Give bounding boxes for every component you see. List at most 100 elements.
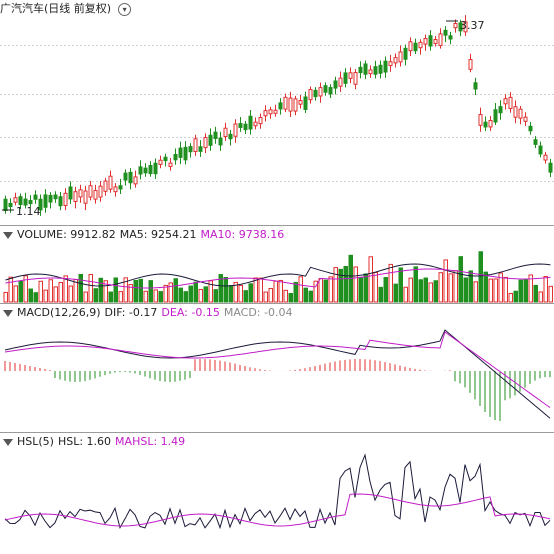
- candle-body: [98, 185, 103, 198]
- candle-body: [168, 162, 173, 167]
- volume-bar: [123, 277, 128, 303]
- candle-body: [118, 185, 123, 190]
- volume-bar: [23, 275, 28, 303]
- candle-body: [253, 121, 258, 127]
- candle-body: [488, 120, 493, 128]
- volume-panel-header: VOLUME: 9912.82 MA5: 9254.21 MA10: 9738.16: [0, 227, 288, 243]
- candle-body: [278, 102, 283, 110]
- candle-body: [468, 59, 473, 70]
- price-grid: [0, 45, 554, 182]
- volume-bar: [53, 286, 58, 303]
- candle-body: [103, 180, 108, 192]
- macd-dif: DIF: -0.17: [104, 306, 158, 319]
- volume-bar: [298, 276, 303, 303]
- volume-bar: [343, 266, 348, 303]
- collapse-icon[interactable]: [3, 438, 13, 446]
- volume-bar: [168, 282, 173, 303]
- candle-body: [343, 72, 348, 84]
- volume-bar: [293, 281, 298, 303]
- volume-bar: [263, 291, 268, 303]
- volume-bar: [428, 282, 433, 303]
- volume-bar: [368, 256, 373, 303]
- volume-bar: [138, 278, 143, 303]
- candle-body: [318, 87, 323, 97]
- candle-body: [493, 109, 498, 123]
- candle-body: [163, 156, 168, 162]
- candle-body: [63, 192, 68, 206]
- volume-bar: [393, 283, 398, 303]
- candle-body: [518, 108, 523, 119]
- chart-title: 广汽汽车(日线 前复权): [0, 2, 112, 15]
- volume-bar: [118, 291, 123, 303]
- candle-body: [328, 87, 333, 95]
- volume-bar: [358, 277, 363, 303]
- volume-bar: [158, 291, 163, 303]
- candle-body: [413, 42, 418, 52]
- volume-bar: [388, 263, 393, 303]
- candle-body: [13, 197, 18, 203]
- volume-bar: [303, 287, 308, 303]
- volume-bar: [3, 291, 8, 303]
- candle-body: [388, 61, 393, 67]
- candle-body: [313, 89, 318, 98]
- candle-body: [448, 35, 453, 40]
- volume-bar: [153, 289, 158, 303]
- volume-bar: [198, 288, 203, 303]
- volume-bar: [333, 267, 338, 303]
- macd-dif-line: [4, 329, 551, 419]
- candle-body: [178, 147, 183, 158]
- candle-body: [208, 134, 213, 146]
- volume-bar: [203, 286, 208, 303]
- candle-body: [3, 198, 8, 212]
- volume-bar: [488, 278, 493, 303]
- volume-bar: [108, 291, 113, 303]
- volume-bar: [503, 276, 508, 303]
- candle-body: [68, 186, 73, 200]
- candle-body: [543, 154, 548, 161]
- volume-bar: [113, 277, 118, 303]
- mahsl-value: MAHSL: 1.49: [115, 435, 186, 448]
- volume-bar: [183, 291, 188, 303]
- macd-panel-header: MACD(12,26,9) DIF: -0.17 DEA: -0.15 MACD: -…: [0, 305, 296, 321]
- volume-bar: [463, 277, 468, 303]
- volume-bar: [143, 290, 148, 303]
- candle-body: [398, 51, 403, 63]
- volume-bar: [13, 285, 18, 303]
- volume-ma10: MA10: 9738.16: [200, 228, 285, 241]
- volume-bar: [18, 280, 23, 303]
- dropdown-icon[interactable]: ▾: [118, 2, 132, 16]
- candle-body: [503, 98, 508, 105]
- macd-value: MACD: -0.04: [223, 306, 293, 319]
- volume-bar: [288, 293, 293, 303]
- candle-body: [298, 100, 303, 105]
- volume-bar: [483, 271, 488, 303]
- volume-bar: [278, 279, 283, 303]
- collapse-icon[interactable]: [3, 231, 13, 239]
- candle-body: [263, 110, 268, 117]
- candle-body: [48, 194, 53, 203]
- candle-body: [373, 66, 378, 75]
- candle-body: [403, 47, 408, 60]
- volume-bar: [48, 279, 53, 303]
- candle-body: [428, 35, 433, 47]
- candle-body: [258, 117, 263, 125]
- volume-bar: [543, 276, 548, 303]
- volume-bar: [398, 267, 403, 303]
- volume-bar: [473, 281, 478, 303]
- volume-bar: [173, 278, 178, 303]
- candle-body: [308, 89, 313, 101]
- volume-bar: [83, 291, 88, 303]
- candle-body: [23, 198, 28, 206]
- high-price-label: 3.37: [460, 19, 485, 32]
- volume-bar: [353, 266, 358, 303]
- candle-body: [523, 116, 528, 122]
- candle-body: [143, 167, 148, 174]
- candle-body: [228, 133, 233, 140]
- candle-body: [383, 60, 388, 73]
- volume-bar: [213, 289, 218, 303]
- volume-bar: [328, 276, 333, 303]
- volume-bar: [323, 279, 328, 303]
- collapse-icon[interactable]: [3, 309, 13, 317]
- candle-body: [108, 175, 113, 190]
